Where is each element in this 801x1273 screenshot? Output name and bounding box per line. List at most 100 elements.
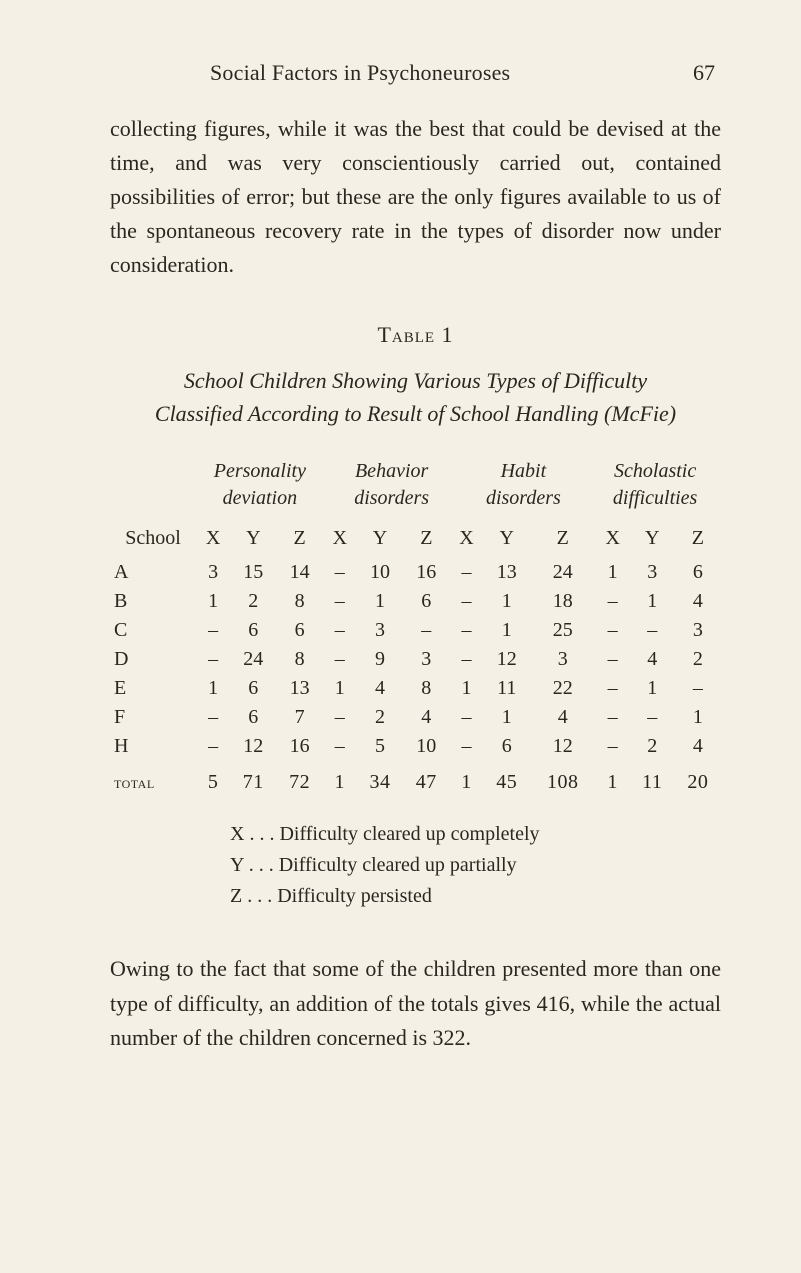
cell: 6: [484, 732, 530, 761]
row-label: F: [110, 703, 196, 732]
legend-y: Y . . . Difficulty cleared up partially: [230, 850, 721, 881]
cell: 6: [230, 616, 276, 645]
cell: 22: [530, 674, 596, 703]
cell: 12: [530, 732, 596, 761]
cell: 1: [449, 674, 483, 703]
cell: –: [323, 703, 357, 732]
cell: 1: [596, 558, 630, 587]
cell: 13: [484, 558, 530, 587]
cell: 2: [357, 703, 403, 732]
cell: –: [449, 703, 483, 732]
cell: 16: [403, 558, 449, 587]
cell: 14: [276, 558, 322, 587]
cell: –: [449, 732, 483, 761]
cell: 4: [675, 587, 721, 616]
cell: –: [323, 645, 357, 674]
cell: –: [596, 703, 630, 732]
colgroup-scholastic: Scholasticdifficulties: [589, 458, 721, 512]
cell: 15: [230, 558, 276, 587]
legend-x: X . . . Difficulty cleared up completely: [230, 819, 721, 850]
cell: 24: [230, 645, 276, 674]
cell: 3: [530, 645, 596, 674]
table-column-group-headers: Personalitydeviation Behaviordisorders H…: [110, 458, 721, 512]
cell: 3: [403, 645, 449, 674]
table-title: School Children Showing Various Types of…: [140, 364, 691, 430]
cell: 13: [276, 674, 322, 703]
cell: 1: [196, 587, 230, 616]
cell: 1: [484, 616, 530, 645]
cell: 8: [276, 645, 322, 674]
page: Social Factors in Psychoneuroses 67 coll…: [0, 0, 801, 1115]
table-row: H–1216–510–612–24: [110, 732, 721, 761]
closing-paragraph: Owing to the fact that some of the child…: [110, 952, 721, 1054]
cell: 18: [530, 587, 596, 616]
table-row: D–248–93–123–42: [110, 645, 721, 674]
cell: –: [323, 558, 357, 587]
cell: 2: [630, 732, 675, 761]
cell: –: [449, 587, 483, 616]
table-label: Table 1: [110, 322, 721, 348]
cell: –: [196, 616, 230, 645]
cell: 4: [530, 703, 596, 732]
cell: 10: [357, 558, 403, 587]
running-title: Social Factors in Psychoneuroses: [210, 60, 510, 86]
cell: 4: [630, 645, 675, 674]
cell: 4: [357, 674, 403, 703]
colgroup-behavior: Behaviordisorders: [326, 458, 458, 512]
cell: 9: [357, 645, 403, 674]
cell: 1: [675, 703, 721, 732]
colgroup-personality: Personalitydeviation: [194, 458, 326, 512]
cell: –: [675, 674, 721, 703]
table-legend: X . . . Difficulty cleared up completely…: [230, 819, 721, 912]
cell: 3: [196, 558, 230, 587]
cell: 11: [484, 674, 530, 703]
cell: 6: [403, 587, 449, 616]
cell: 3: [357, 616, 403, 645]
row-label: E: [110, 674, 196, 703]
cell: –: [403, 616, 449, 645]
cell: –: [323, 616, 357, 645]
cell: 7: [276, 703, 322, 732]
cell: 1: [484, 703, 530, 732]
cell: –: [596, 616, 630, 645]
colgroup-habit: Habitdisorders: [458, 458, 590, 512]
cell: –: [449, 616, 483, 645]
legend-z: Z . . . Difficulty persisted: [230, 881, 721, 912]
cell: –: [630, 703, 675, 732]
cell: 16: [276, 732, 322, 761]
cell: –: [323, 587, 357, 616]
cell: –: [449, 558, 483, 587]
table-row: A31514–1016–1324136: [110, 558, 721, 587]
total-label: total: [110, 761, 196, 797]
cell: –: [630, 616, 675, 645]
cell: 5: [357, 732, 403, 761]
cell: 6: [276, 616, 322, 645]
table-row: E161314811122–1–: [110, 674, 721, 703]
cell: 24: [530, 558, 596, 587]
cell: 2: [675, 645, 721, 674]
cell: 1: [196, 674, 230, 703]
row-label-header: School: [110, 524, 196, 558]
table-subheader-row: School X Y Z X Y Z X Y Z X Y Z: [110, 524, 721, 558]
cell: 6: [675, 558, 721, 587]
row-label: B: [110, 587, 196, 616]
cell: 10: [403, 732, 449, 761]
cell: 1: [630, 674, 675, 703]
cell: 6: [230, 674, 276, 703]
data-table: School X Y Z X Y Z X Y Z X Y Z A31514–10…: [110, 524, 721, 797]
cell: 1: [484, 587, 530, 616]
cell: 12: [230, 732, 276, 761]
cell: 4: [403, 703, 449, 732]
cell: 3: [630, 558, 675, 587]
cell: –: [196, 645, 230, 674]
row-label: H: [110, 732, 196, 761]
cell: –: [323, 732, 357, 761]
table-row: F–67–24–14––1: [110, 703, 721, 732]
cell: –: [596, 587, 630, 616]
row-label: D: [110, 645, 196, 674]
table-row: B128–16–118–14: [110, 587, 721, 616]
cell: 1: [357, 587, 403, 616]
cell: 1: [323, 674, 357, 703]
cell: –: [596, 645, 630, 674]
cell: 3: [675, 616, 721, 645]
